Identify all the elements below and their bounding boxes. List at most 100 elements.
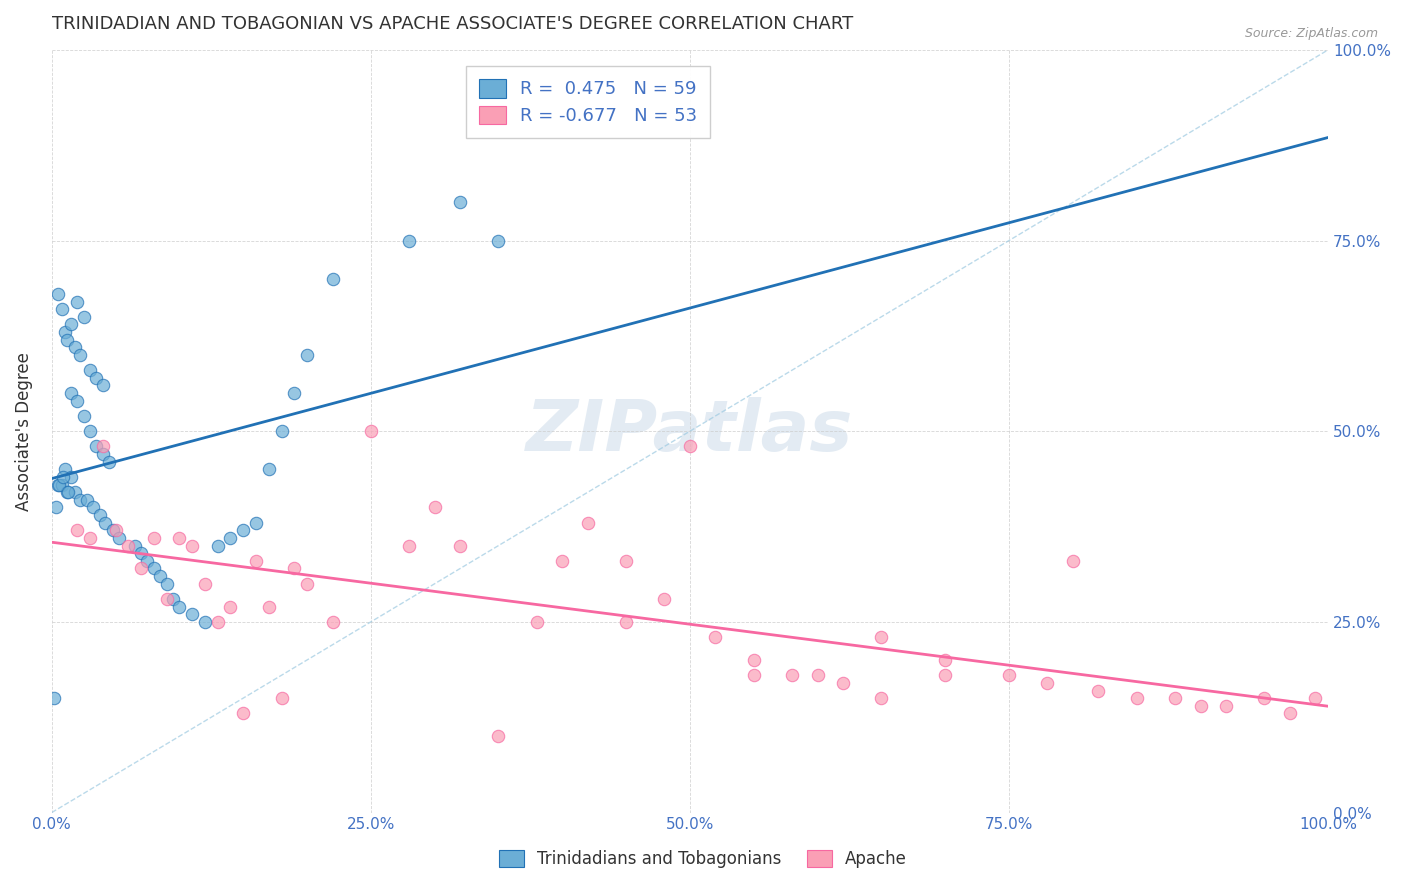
Point: [82, 500, 104, 515]
Point: [832, 676, 855, 690]
Point: [91, 447, 114, 461]
Point: [219, 531, 242, 545]
Point: [232, 524, 254, 538]
Point: [488, 234, 510, 248]
Point: [59, 386, 82, 401]
Point: [169, 531, 191, 545]
Point: [551, 554, 574, 568]
Point: [66, 524, 89, 538]
Point: [51, 302, 73, 317]
Point: [79, 424, 101, 438]
Point: [1087, 683, 1109, 698]
Point: [1215, 698, 1237, 713]
Point: [89, 508, 111, 522]
Point: [449, 195, 471, 210]
Point: [322, 271, 344, 285]
Point: [101, 524, 124, 538]
Point: [245, 516, 267, 530]
Point: [104, 524, 127, 538]
Point: [526, 615, 548, 629]
Point: [142, 561, 165, 575]
Legend: R =  0.475   N = 59, R = -0.677   N = 53: R = 0.475 N = 59, R = -0.677 N = 53: [465, 67, 710, 137]
Point: [44, 691, 66, 706]
Legend: Trinidadians and Tobagonians, Apache: Trinidadians and Tobagonians, Apache: [492, 843, 914, 875]
Point: [76, 492, 98, 507]
Point: [48, 477, 70, 491]
Point: [66, 294, 89, 309]
Point: [86, 371, 108, 385]
Point: [86, 439, 108, 453]
Point: [257, 462, 280, 476]
Point: [322, 615, 344, 629]
Point: [69, 348, 91, 362]
Point: [194, 615, 217, 629]
Point: [59, 470, 82, 484]
Point: [934, 668, 956, 682]
Point: [156, 592, 179, 607]
Point: [449, 539, 471, 553]
Point: [181, 607, 204, 622]
Point: [398, 539, 420, 553]
Point: [79, 363, 101, 377]
Text: ZIPatlas: ZIPatlas: [526, 397, 853, 466]
Point: [295, 348, 318, 362]
Point: [360, 424, 382, 438]
Point: [742, 653, 765, 667]
Point: [149, 569, 172, 583]
Point: [58, 485, 80, 500]
Point: [1189, 698, 1212, 713]
Point: [52, 470, 75, 484]
Point: [129, 546, 152, 560]
Point: [398, 234, 420, 248]
Y-axis label: Associate's Degree: Associate's Degree: [15, 351, 32, 510]
Point: [219, 599, 242, 614]
Point: [245, 554, 267, 568]
Point: [207, 615, 229, 629]
Point: [423, 500, 446, 515]
Point: [142, 531, 165, 545]
Point: [576, 516, 599, 530]
Point: [59, 318, 82, 332]
Point: [94, 516, 117, 530]
Text: Source: ZipAtlas.com: Source: ZipAtlas.com: [1244, 27, 1378, 40]
Point: [870, 630, 893, 644]
Point: [295, 576, 318, 591]
Point: [53, 325, 76, 339]
Point: [614, 554, 637, 568]
Point: [56, 333, 79, 347]
Point: [232, 706, 254, 721]
Point: [91, 378, 114, 392]
Point: [51, 477, 73, 491]
Point: [1305, 691, 1327, 706]
Point: [73, 310, 96, 324]
Point: [283, 386, 305, 401]
Point: [934, 653, 956, 667]
Point: [53, 462, 76, 476]
Point: [63, 485, 86, 500]
Point: [270, 691, 292, 706]
Point: [1125, 691, 1147, 706]
Point: [614, 615, 637, 629]
Point: [45, 500, 67, 515]
Point: [1062, 554, 1084, 568]
Point: [1253, 691, 1275, 706]
Point: [207, 539, 229, 553]
Point: [679, 439, 702, 453]
Point: [257, 599, 280, 614]
Point: [98, 455, 121, 469]
Point: [742, 668, 765, 682]
Point: [69, 492, 91, 507]
Point: [124, 539, 146, 553]
Point: [488, 729, 510, 743]
Point: [63, 340, 86, 354]
Point: [108, 531, 131, 545]
Point: [1164, 691, 1187, 706]
Point: [1278, 706, 1301, 721]
Point: [79, 531, 101, 545]
Text: TRINIDADIAN AND TOBAGONIAN VS APACHE ASSOCIATE'S DEGREE CORRELATION CHART: TRINIDADIAN AND TOBAGONIAN VS APACHE ASS…: [52, 15, 853, 33]
Point: [654, 592, 676, 607]
Point: [283, 561, 305, 575]
Point: [1036, 676, 1059, 690]
Point: [66, 393, 89, 408]
Point: [156, 576, 179, 591]
